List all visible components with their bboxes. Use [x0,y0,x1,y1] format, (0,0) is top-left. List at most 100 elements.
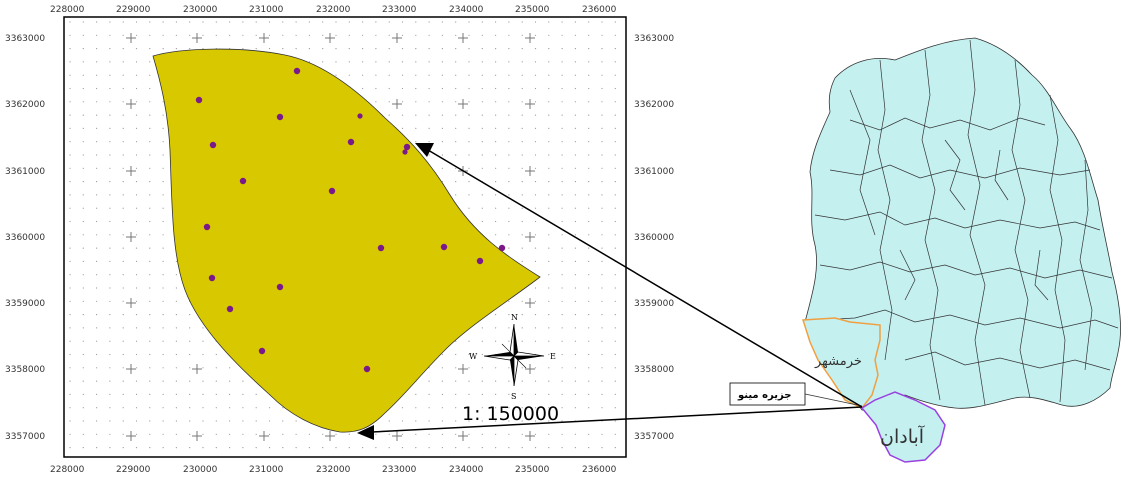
grid-cross [126,298,136,308]
grid-dot [588,61,590,63]
grid-dot [561,141,563,143]
grid-dot [109,274,111,276]
grid-dot [468,447,470,449]
khorramshahr-label: خرمشهر [814,354,862,369]
x-tick-bottom: 236000 [582,465,617,475]
grid-dot [202,21,204,23]
grid-dot [348,48,350,50]
x-tick-bottom: 228000 [50,465,85,475]
grid-dot [508,48,510,50]
grid-dot [441,141,443,143]
grid-dot [202,420,204,422]
grid-dot [122,353,124,356]
grid-dot [428,101,430,103]
grid-dot [561,260,563,262]
grid-dot [468,114,470,116]
sample-point [203,223,211,231]
grid-dot [255,21,257,23]
grid-dot [122,393,124,395]
grid-dot [135,127,138,129]
grid-dot [521,61,523,63]
grid-dot [601,340,603,342]
grid-dot [162,447,164,449]
grid-dot [229,21,231,23]
grid-dot [614,234,616,236]
grid-dot [521,21,523,23]
grid-cross [192,431,202,441]
sample-point [239,177,247,185]
grid-dot [561,181,563,183]
grid-dot [561,247,563,249]
grid-dot [468,194,470,196]
grid-dot [69,48,71,50]
grid-dot [495,234,497,236]
grid-dot [574,260,577,262]
grid-dot [481,420,483,422]
grid-dot [149,407,151,409]
grid-dot [122,154,124,156]
grid-dot [388,114,390,116]
grid-dot [588,194,590,196]
grid-dot [96,48,98,50]
grid-dot [242,34,244,36]
grid-dot [455,141,457,143]
grid-dot [441,87,443,90]
grid-dot [588,220,590,223]
grid-dot [601,167,603,169]
grid-dot [548,380,550,382]
y-tick-right: 3362000 [634,100,674,110]
grid-dot [69,21,71,23]
grid-dot [242,447,244,449]
grid-dot [534,74,537,76]
grid-dot [441,21,443,23]
grid-dot [614,447,616,449]
grid-dot [481,407,483,409]
grid-dot [175,274,177,276]
grid-dot [149,340,151,342]
grid-dot [375,447,377,449]
grid-dot [401,127,404,129]
grid-cross [325,431,335,441]
grid-dot [495,327,497,329]
grid-dot [122,127,124,129]
grid-dot [441,407,443,409]
grid-dot [588,167,590,169]
grid-dot [455,420,457,422]
grid-dot [455,34,457,36]
grid-cross [458,99,468,109]
grid-dot [109,220,111,223]
grid-dot [149,367,151,369]
grid-dot [508,420,510,422]
grid-dot [82,167,84,169]
grid-dot [534,207,537,209]
grid-dot [96,433,98,435]
grid-dot [481,61,483,63]
grid-dot [96,287,98,289]
grid-dot [574,154,577,156]
grid-dot [401,101,404,103]
y-tick-left: 3362000 [5,100,45,110]
grid-cross [126,99,136,109]
grid-dot [401,34,404,36]
grid-dot [468,74,470,76]
grid-dot [614,114,616,116]
grid-cross [525,298,535,308]
sample-points [195,67,506,373]
grid-dot [601,87,603,90]
grid-dot [96,34,98,36]
grid-dot [428,141,430,143]
grid-dot [548,340,550,342]
grid-dot [242,21,244,23]
grid-cross [126,364,136,374]
grid-dot [521,114,523,116]
grid-cross [192,364,202,374]
grid-dot [415,87,417,90]
grid-dot [189,447,191,449]
grid-dot [508,447,510,449]
grid-dot [574,393,577,395]
grid-dot [82,194,84,196]
grid-dot [548,327,550,329]
grid-dot [468,87,470,90]
grid-dot [162,367,164,369]
grid-dot [122,420,124,422]
